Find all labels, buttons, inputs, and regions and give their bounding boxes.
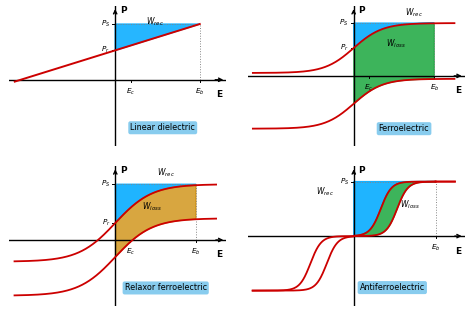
Text: $E_c$: $E_c$ <box>364 82 374 93</box>
Polygon shape <box>354 23 434 48</box>
Text: $E_b$: $E_b$ <box>431 243 440 253</box>
Text: $P_r$: $P_r$ <box>101 218 110 228</box>
Polygon shape <box>354 182 436 236</box>
Text: $\mathbf{E}$: $\mathbf{E}$ <box>455 84 462 95</box>
Text: $W_{rec}$: $W_{rec}$ <box>405 7 423 19</box>
Text: $W_{loss}$: $W_{loss}$ <box>142 200 162 212</box>
Text: Relaxor ferroelectric: Relaxor ferroelectric <box>125 284 207 292</box>
Text: $W_{rec}$: $W_{rec}$ <box>146 15 164 27</box>
Text: $P_S$: $P_S$ <box>339 177 349 187</box>
Text: $W_{rec}$: $W_{rec}$ <box>316 185 334 198</box>
Text: $E_c$: $E_c$ <box>126 247 135 257</box>
Text: $E_c$: $E_c$ <box>127 87 136 97</box>
Text: $P_S$: $P_S$ <box>339 18 348 28</box>
Text: $\mathbf{P}$: $\mathbf{P}$ <box>120 164 128 175</box>
Text: $W_{loss}$: $W_{loss}$ <box>400 198 419 211</box>
Polygon shape <box>116 185 196 257</box>
Text: Ferroelectric: Ferroelectric <box>379 124 429 133</box>
Text: $\mathbf{P}$: $\mathbf{P}$ <box>358 4 366 15</box>
Text: $\mathbf{P}$: $\mathbf{P}$ <box>120 4 128 15</box>
Text: $\mathbf{E}$: $\mathbf{E}$ <box>216 248 224 259</box>
Polygon shape <box>354 23 434 104</box>
Polygon shape <box>354 182 436 236</box>
Text: $P_S$: $P_S$ <box>101 179 110 189</box>
Text: $\mathbf{P}$: $\mathbf{P}$ <box>358 164 366 175</box>
Text: $\mathbf{E}$: $\mathbf{E}$ <box>216 88 224 99</box>
Text: $E_b$: $E_b$ <box>195 87 204 97</box>
Text: $W_{rec}$: $W_{rec}$ <box>157 167 174 179</box>
Text: $W_{loss}$: $W_{loss}$ <box>386 37 406 50</box>
Text: $P_r$: $P_r$ <box>101 45 110 56</box>
Text: $P_S$: $P_S$ <box>100 19 110 29</box>
Text: $E_b$: $E_b$ <box>191 247 201 257</box>
Polygon shape <box>115 184 196 223</box>
Text: $E_b$: $E_b$ <box>429 82 439 93</box>
Text: $\mathbf{E}$: $\mathbf{E}$ <box>455 245 463 256</box>
Polygon shape <box>115 24 200 50</box>
Text: $P_r$: $P_r$ <box>340 43 348 53</box>
Text: Antiferroelectric: Antiferroelectric <box>360 283 425 292</box>
Text: Linear dielectric: Linear dielectric <box>130 123 195 132</box>
